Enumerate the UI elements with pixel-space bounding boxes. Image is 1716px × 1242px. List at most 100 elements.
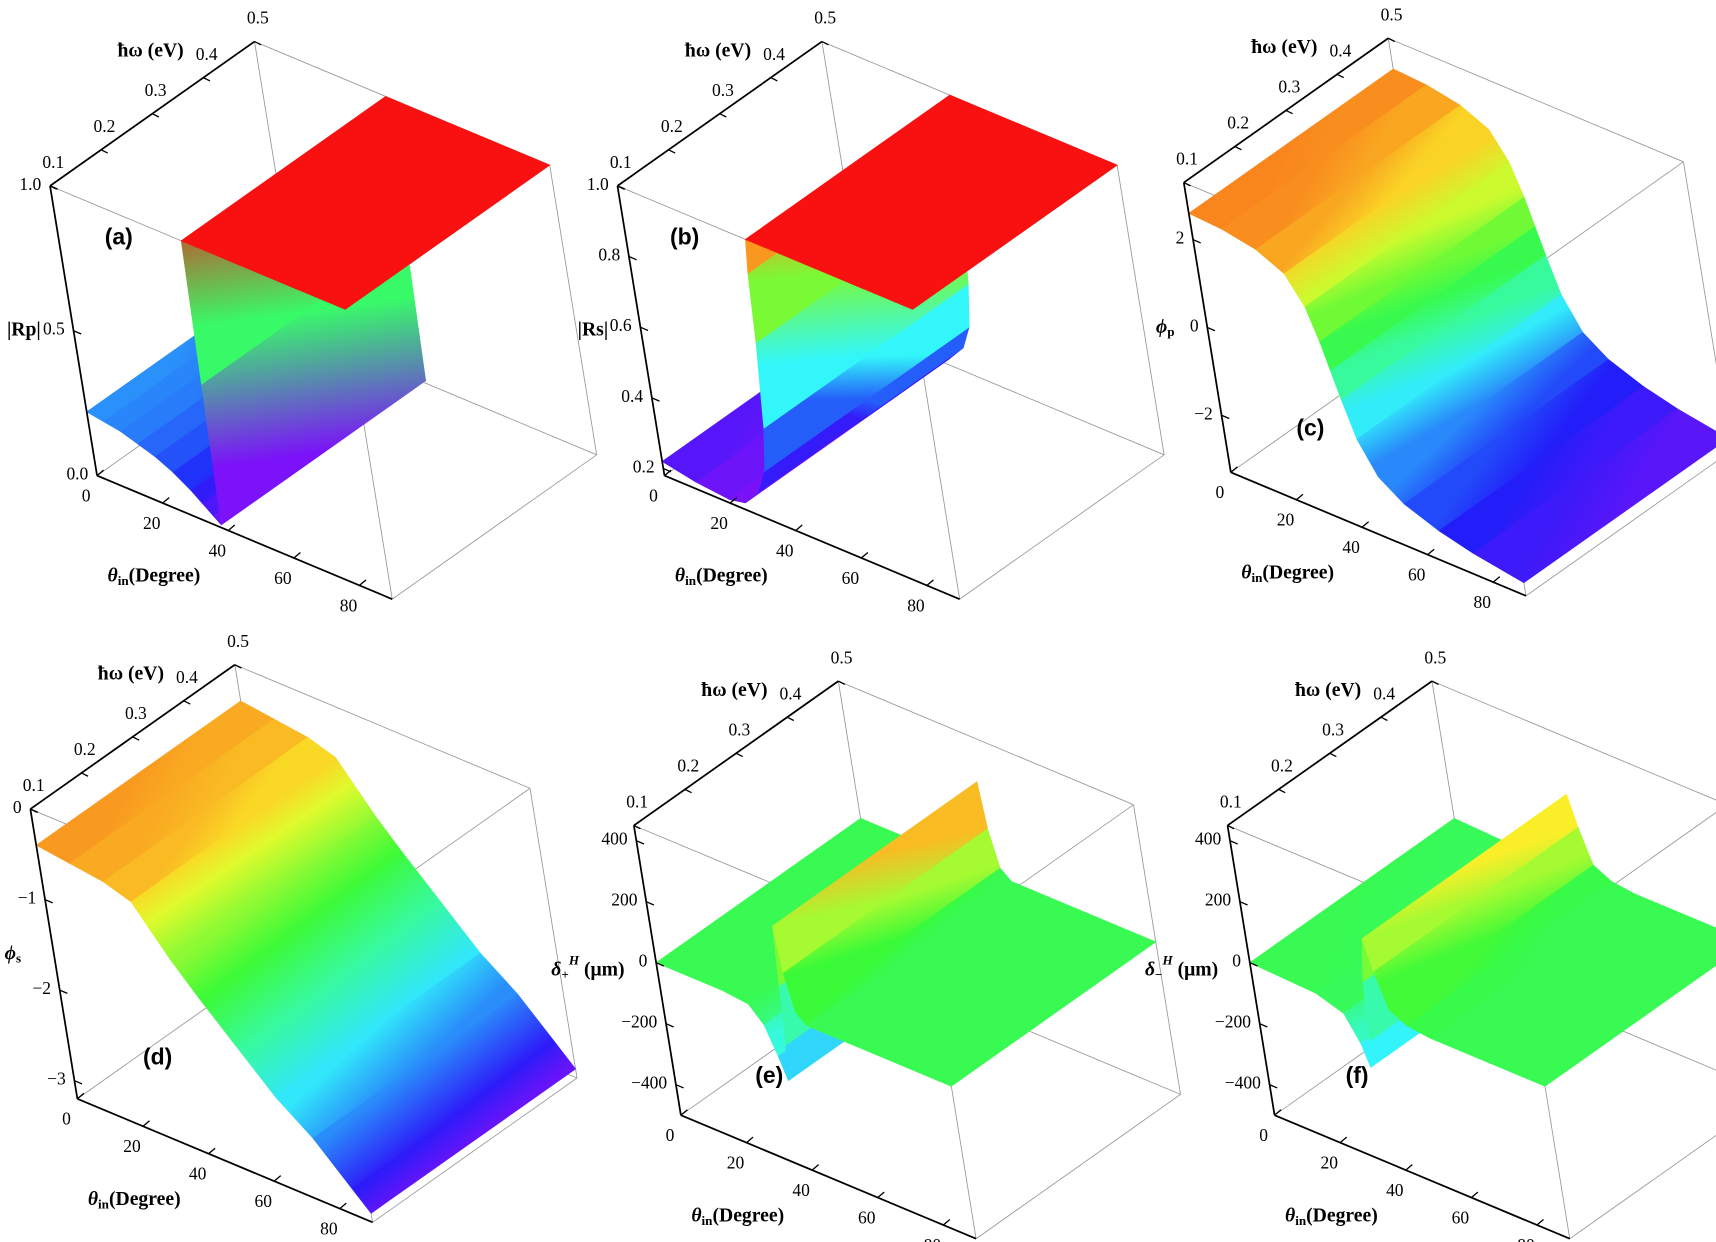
x-tick <box>293 551 301 559</box>
x-tick-label: 20 <box>710 513 728 533</box>
x-tick-label: 40 <box>209 540 227 560</box>
y-tick <box>786 716 795 722</box>
y-tick-label: 0.2 <box>1227 113 1249 133</box>
x-tick <box>860 551 869 559</box>
label-base: θ <box>691 1204 701 1226</box>
x-tick-label: 20 <box>123 1136 141 1156</box>
z-tick <box>1192 239 1201 244</box>
y-tick-label: 0.1 <box>610 152 632 172</box>
x-tick-label: 20 <box>143 513 161 533</box>
axis-title: ϕs <box>5 941 21 965</box>
label-sub: in <box>702 1213 714 1228</box>
x-tick <box>1405 1164 1413 1171</box>
axis-title: δ+H (μm) <box>551 953 624 982</box>
y-tick <box>151 113 160 118</box>
panel-label: (b) <box>670 223 699 249</box>
axis-line <box>77 1097 373 1224</box>
box-edge <box>234 664 531 789</box>
axis-title: δ−H (μm) <box>1145 953 1218 982</box>
y-tick-label: 0.3 <box>728 719 750 739</box>
label-sub: in <box>118 573 130 588</box>
x-tick <box>1361 521 1369 528</box>
axis-line <box>1274 1114 1571 1240</box>
z-tick-label: 1.0 <box>587 174 609 194</box>
y-tick <box>234 664 242 669</box>
x-tick <box>795 524 803 532</box>
y-tick-label: 0.3 <box>1322 719 1344 739</box>
x-tick <box>746 1136 754 1144</box>
panel-label: (e) <box>755 1062 783 1088</box>
panel-label: (a) <box>105 223 133 249</box>
z-tick-label: 0 <box>1232 951 1241 971</box>
label-rest: (μm) <box>1173 958 1219 980</box>
x-tick-label: 0 <box>82 485 91 505</box>
y-tick-label: 0.3 <box>145 80 167 100</box>
panel-label: (d) <box>143 1043 172 1069</box>
label-base: θ <box>675 564 685 586</box>
axis-line <box>633 825 682 1116</box>
z-tick <box>74 1080 83 1085</box>
label-sub: in <box>98 1196 110 1211</box>
z-tick-label: 2 <box>1176 228 1185 248</box>
y-tick-label: 0.4 <box>763 44 785 64</box>
x-tick <box>1536 1219 1544 1226</box>
axis-title: ħω (eV) <box>685 39 751 61</box>
z-tick-label: −400 <box>631 1073 667 1093</box>
x-tick-label: 20 <box>1320 1153 1338 1173</box>
label-base: ϕ <box>5 941 16 963</box>
axis-title: ħω (eV) <box>1251 36 1317 58</box>
z-tick-label: 0.6 <box>610 315 632 335</box>
z-tick <box>49 185 58 190</box>
y-tick <box>1183 181 1191 187</box>
axis-line <box>680 1114 977 1240</box>
z-tick-label: 0.2 <box>633 457 655 477</box>
z-tick-label: 0.5 <box>43 319 65 339</box>
z-tick-label: −3 <box>47 1069 66 1089</box>
box-edge <box>391 454 597 600</box>
y-tick-label: 0.2 <box>1271 756 1293 776</box>
y-tick <box>1278 788 1286 794</box>
z-tick <box>1207 326 1216 332</box>
box-edge <box>529 788 578 1079</box>
y-tick-label: 0.3 <box>125 703 147 723</box>
box-edge <box>1431 680 1716 801</box>
y-tick-label: 0.4 <box>176 667 198 687</box>
box-edge <box>372 1077 578 1223</box>
x-tick <box>359 579 367 586</box>
x-tick-label: 60 <box>254 1191 272 1211</box>
x-tick <box>1274 1109 1282 1116</box>
x-tick <box>1230 466 1238 473</box>
surface-strip <box>1472 408 1716 584</box>
z-tick-label: 0 <box>1190 315 1199 335</box>
label-base: θ <box>88 1187 98 1209</box>
label-base: ħω (eV) <box>98 662 164 684</box>
axis-line <box>1230 471 1527 597</box>
x-tick <box>1470 1191 1479 1199</box>
axis-title: ϕp <box>1156 315 1175 339</box>
axis-title: ħω (eV) <box>117 39 183 61</box>
box-edge <box>959 454 1165 600</box>
axis-title: θin(Degree) <box>691 1204 784 1228</box>
panel-label: (c) <box>1296 415 1324 441</box>
x-tick-label: 80 <box>340 595 358 615</box>
axis-title: ħω (eV) <box>98 662 164 684</box>
z-tick <box>628 255 637 261</box>
axis-title: |Rs| <box>578 318 609 340</box>
axis-title: θin(Degree) <box>1241 561 1334 585</box>
label-base: ħω (eV) <box>701 678 767 700</box>
z-tick-label: 0.8 <box>598 245 620 265</box>
label-base: ħω (eV) <box>685 39 751 61</box>
z-tick <box>663 467 672 473</box>
y-tick <box>254 40 262 46</box>
label-base: ħω (eV) <box>1295 678 1361 700</box>
y-tick <box>100 149 109 154</box>
y-tick-label: 0.5 <box>831 647 853 667</box>
z-tick <box>655 962 665 967</box>
box-edge <box>975 1094 1181 1240</box>
x-tick <box>811 1164 820 1171</box>
z-tick-label: −400 <box>1225 1073 1261 1093</box>
x-tick-label: 60 <box>858 1207 876 1227</box>
z-tick-label: 200 <box>611 890 637 910</box>
y-tick-label: 0.3 <box>1278 77 1300 97</box>
x-tick-label: 80 <box>1474 592 1492 612</box>
